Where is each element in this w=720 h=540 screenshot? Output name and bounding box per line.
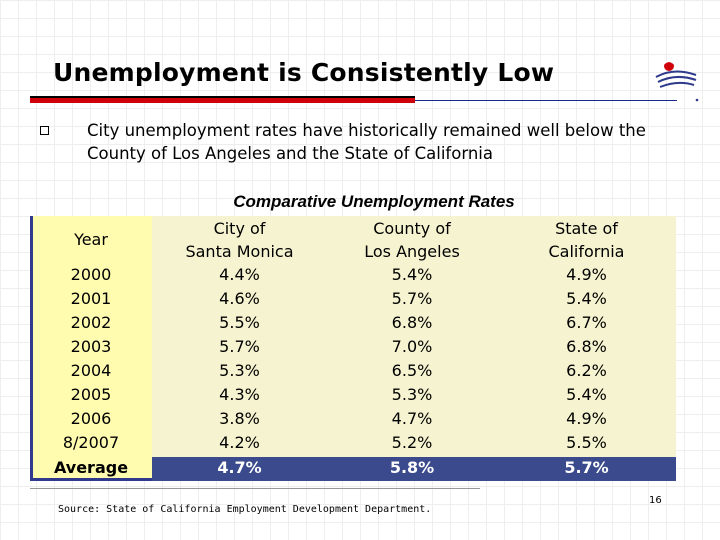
average-row-band xyxy=(152,457,676,481)
unemployment-table: Year City of Santa Monica County of Los … xyxy=(30,216,676,481)
city-cell: 4.2% xyxy=(219,433,260,452)
county-cell: 5.4% xyxy=(391,265,433,284)
header-state-line1: State of xyxy=(555,219,618,238)
state-cell: 4.9% xyxy=(566,409,607,428)
source-note: Source: State of California Employment D… xyxy=(58,504,432,515)
county-cell: 6.5% xyxy=(391,361,433,380)
city-cell: 3.8% xyxy=(219,409,260,428)
header-county-line2: Los Angeles xyxy=(364,242,460,261)
average-state: 5.7% xyxy=(564,458,609,477)
year-cell: 2001 xyxy=(70,289,112,308)
header-county-line1: County of xyxy=(373,219,451,238)
year-cell: 2002 xyxy=(70,313,112,332)
average-county: 5.8% xyxy=(389,458,435,477)
slide-title: Unemployment is Consistently Low xyxy=(53,58,555,87)
year-cell: 2006 xyxy=(70,409,112,428)
table-title: Comparative Unemployment Rates xyxy=(233,192,515,211)
city-cell: 5.7% xyxy=(219,337,260,356)
title-rule-red xyxy=(30,98,415,103)
bullet-marker xyxy=(40,126,49,135)
city-cell: 4.3% xyxy=(219,385,260,404)
state-cell: 6.2% xyxy=(566,361,607,380)
year-cell: 2004 xyxy=(70,361,112,380)
city-cell: 4.4% xyxy=(219,265,260,284)
header-city-line2: Santa Monica xyxy=(185,242,294,261)
city-cell: 4.6% xyxy=(219,289,260,308)
page-number: 16 xyxy=(649,495,662,506)
state-cell: 6.8% xyxy=(566,337,607,356)
header-year: Year xyxy=(74,230,108,249)
state-cell: 4.9% xyxy=(566,265,607,284)
footer-rule xyxy=(30,488,480,489)
state-cell: 6.7% xyxy=(566,313,607,332)
city-cell: 5.3% xyxy=(219,361,260,380)
county-cell: 6.8% xyxy=(391,313,433,332)
santa-monica-logo xyxy=(655,60,699,102)
city-cell: 5.5% xyxy=(219,313,260,332)
county-cell: 7.0% xyxy=(391,337,433,356)
average-label: Average xyxy=(53,458,129,477)
bullet-text: City unemployment rates have historicall… xyxy=(87,121,646,163)
year-cell: 2000 xyxy=(70,265,112,284)
county-cell: 4.7% xyxy=(391,409,433,428)
county-cell: 5.7% xyxy=(391,289,433,308)
average-city: 4.7% xyxy=(217,458,262,477)
title-rule-black xyxy=(30,96,415,98)
year-cell: 8/2007 xyxy=(62,433,120,452)
header-state-line2: California xyxy=(548,242,625,261)
header-city-line1: City of xyxy=(213,219,266,238)
year-cell: 2003 xyxy=(70,337,112,356)
state-cell: 5.4% xyxy=(566,385,607,404)
state-cell: 5.5% xyxy=(566,433,607,452)
state-cell: 5.4% xyxy=(566,289,607,308)
year-column xyxy=(30,216,152,481)
title-rule-blue xyxy=(415,100,677,101)
county-cell: 5.2% xyxy=(391,433,433,452)
county-cell: 5.3% xyxy=(391,385,433,404)
year-cell: 2005 xyxy=(70,385,112,404)
